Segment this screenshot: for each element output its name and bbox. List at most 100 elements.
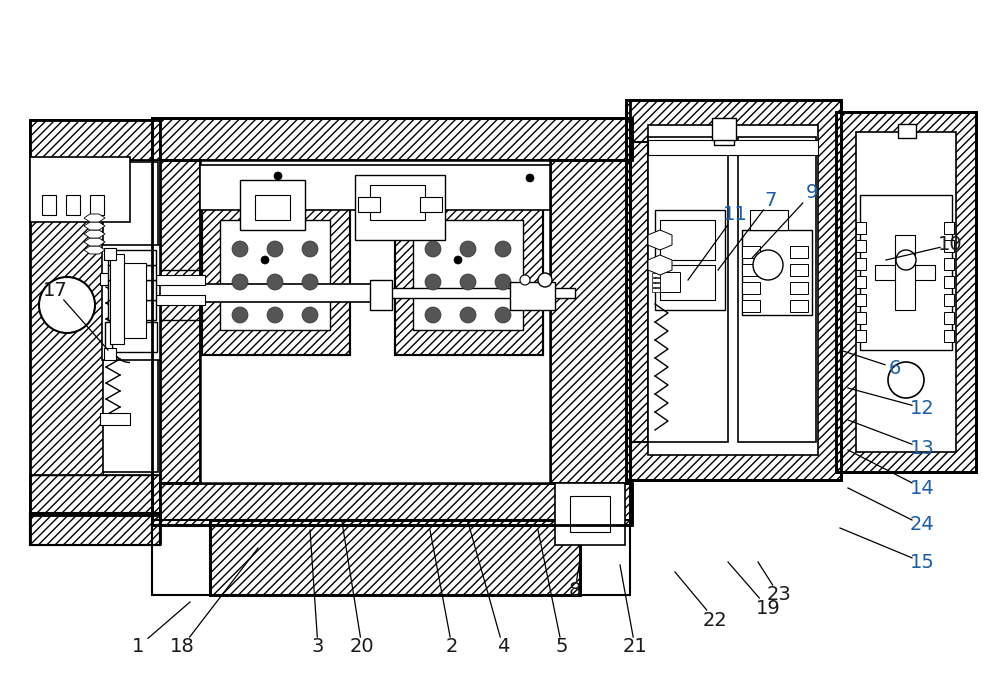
Bar [742,246,760,258]
Bar [30,513,160,545]
Bar [555,483,625,545]
Text: 12: 12 [910,398,934,417]
Bar [108,300,156,320]
Bar [560,488,620,540]
Bar [944,312,954,324]
Circle shape [267,241,283,257]
Bar [652,288,660,292]
Bar [652,273,660,277]
Bar [385,288,575,298]
Text: 9: 9 [806,183,818,202]
Circle shape [425,241,441,257]
Bar [103,162,158,472]
Bar [944,240,954,252]
Circle shape [302,274,318,290]
Text: 14: 14 [910,479,934,498]
Bar [652,283,660,287]
Circle shape [232,307,248,323]
Text: 13: 13 [910,438,934,458]
Bar [420,197,442,212]
Circle shape [232,241,248,257]
Circle shape [39,277,95,333]
Bar [856,132,956,452]
Bar [30,475,160,515]
Bar [856,312,866,324]
Circle shape [495,241,511,257]
Text: 7: 7 [765,190,777,209]
Bar [790,264,808,276]
Circle shape [896,250,916,270]
Bar [742,230,812,315]
Bar [944,330,954,342]
Text: 11: 11 [723,206,747,225]
Bar [210,520,580,595]
Bar [550,160,630,483]
Bar [152,483,632,525]
Bar [30,165,103,475]
Bar [742,264,760,276]
Bar [358,197,380,212]
Bar [648,140,818,155]
Bar [395,200,543,355]
Bar [200,165,550,210]
Polygon shape [84,230,105,238]
Bar [856,276,866,288]
Bar [395,200,543,355]
Bar [140,295,205,305]
Bar [856,240,866,252]
Bar [856,222,866,234]
Circle shape [302,241,318,257]
Bar [90,195,104,215]
Text: 23: 23 [767,585,791,605]
Circle shape [495,307,511,323]
Bar [944,276,954,288]
Polygon shape [84,246,105,254]
Bar [152,118,630,525]
Bar [140,275,205,285]
Circle shape [526,174,534,182]
Bar [240,180,305,230]
Circle shape [425,307,441,323]
Bar [655,210,725,310]
Bar [104,248,116,260]
Bar [202,200,350,355]
Bar [105,322,157,352]
Bar [652,278,660,282]
Text: 22: 22 [703,610,727,629]
Bar [626,100,841,480]
Text: 4: 4 [497,638,509,657]
Text: 3: 3 [312,638,324,657]
Circle shape [753,250,783,280]
Circle shape [274,172,282,180]
Bar [100,273,130,285]
Text: 18: 18 [170,638,194,657]
Bar [836,112,976,472]
Text: 8: 8 [569,580,581,599]
Bar [152,160,200,483]
Polygon shape [648,230,672,250]
Bar [660,265,715,300]
Text: 5: 5 [556,638,568,657]
Circle shape [460,307,476,323]
Bar [790,282,808,294]
Bar [944,258,954,270]
Bar [102,245,160,360]
Bar [152,160,200,483]
Bar [895,235,915,310]
Text: 21: 21 [623,638,647,657]
Bar [860,195,952,350]
Bar [944,294,954,306]
Circle shape [261,256,269,264]
Circle shape [538,273,552,287]
Bar [660,272,680,292]
Bar [510,282,555,310]
Bar [124,263,146,338]
Bar [648,137,728,442]
Bar [145,284,390,302]
Bar [30,157,130,222]
Bar [370,185,425,220]
Text: 15: 15 [910,552,934,571]
Text: 10: 10 [938,235,962,255]
Bar [944,222,954,234]
Bar [66,195,80,215]
